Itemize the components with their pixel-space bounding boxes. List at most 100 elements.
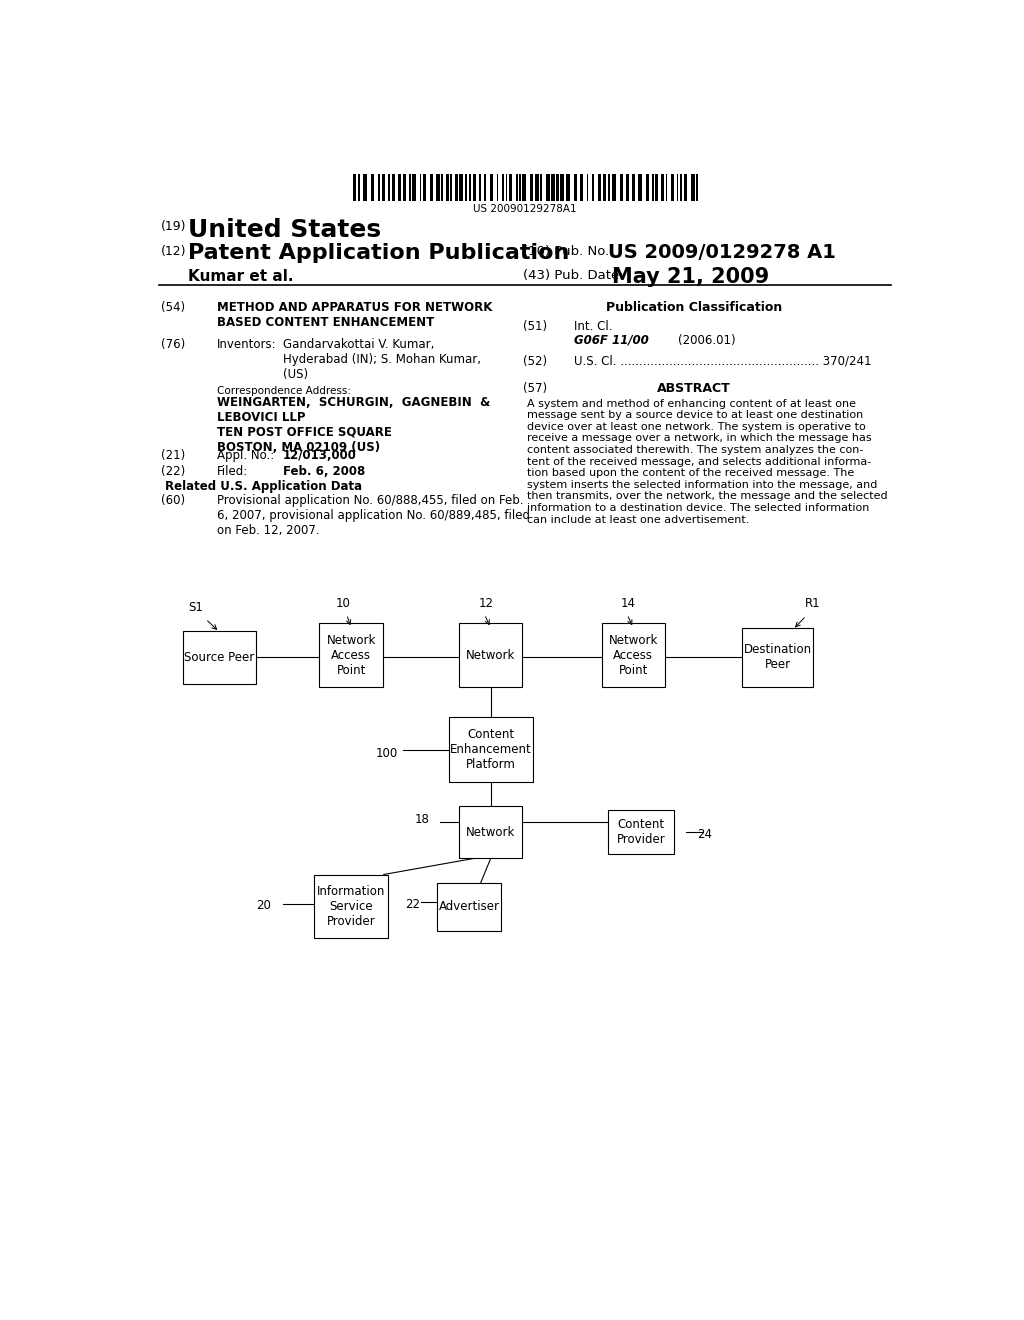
Bar bbox=[633, 174, 635, 201]
Bar bbox=[469, 174, 471, 201]
Bar bbox=[358, 174, 360, 201]
Text: Appl. No.:: Appl. No.: bbox=[217, 449, 274, 462]
Bar bbox=[410, 174, 411, 201]
Bar bbox=[603, 174, 605, 201]
Text: 12/013,000: 12/013,000 bbox=[283, 449, 357, 462]
Bar bbox=[519, 174, 521, 201]
Text: Correspondence Address:: Correspondence Address: bbox=[217, 385, 351, 396]
Bar bbox=[601, 623, 665, 686]
Bar bbox=[587, 174, 589, 201]
Text: Network: Network bbox=[466, 825, 515, 838]
Bar bbox=[430, 174, 433, 201]
Bar bbox=[612, 174, 616, 201]
Text: G06F 11/00: G06F 11/00 bbox=[573, 334, 648, 347]
Text: (12): (12) bbox=[161, 244, 186, 257]
Text: A system and method of enhancing content of at least one
message sent by a sourc: A system and method of enhancing content… bbox=[527, 399, 888, 524]
Text: Patent Application Publication: Patent Application Publication bbox=[188, 243, 569, 263]
Bar bbox=[580, 174, 584, 201]
Text: METHOD AND APPARATUS FOR NETWORK
BASED CONTENT ENHANCEMENT: METHOD AND APPARATUS FOR NETWORK BASED C… bbox=[217, 301, 493, 329]
Text: (76): (76) bbox=[161, 338, 184, 351]
Text: Kumar et al.: Kumar et al. bbox=[188, 268, 294, 284]
Text: U.S. Cl. ..................................................... 370/241: U.S. Cl. ...............................… bbox=[573, 355, 871, 368]
Bar bbox=[506, 174, 508, 201]
Bar bbox=[451, 174, 452, 201]
Bar bbox=[473, 174, 476, 201]
Text: 20: 20 bbox=[256, 899, 270, 912]
Bar bbox=[388, 174, 390, 201]
Bar bbox=[646, 174, 649, 201]
Bar bbox=[608, 174, 610, 201]
Bar bbox=[522, 174, 526, 201]
Bar bbox=[437, 883, 501, 931]
Text: WEINGARTEN,  SCHURGIN,  GAGNEBIN  &
LEBOVICI LLP
TEN POST OFFICE SQUARE
BOSTON, : WEINGARTEN, SCHURGIN, GAGNEBIN & LEBOVIC… bbox=[217, 396, 490, 454]
Bar bbox=[671, 174, 674, 201]
Text: Inventors:: Inventors: bbox=[217, 338, 276, 351]
Text: May 21, 2009: May 21, 2009 bbox=[612, 267, 770, 286]
Bar bbox=[516, 174, 518, 201]
Bar bbox=[684, 174, 687, 201]
Bar bbox=[483, 174, 485, 201]
Text: Source Peer: Source Peer bbox=[184, 651, 255, 664]
Text: (19): (19) bbox=[161, 220, 186, 234]
Bar bbox=[620, 174, 623, 201]
Bar bbox=[459, 623, 522, 686]
Bar bbox=[456, 174, 458, 201]
Text: 18: 18 bbox=[415, 813, 430, 826]
Bar bbox=[182, 631, 256, 684]
Bar bbox=[489, 174, 494, 201]
Bar bbox=[436, 174, 439, 201]
Bar bbox=[691, 174, 695, 201]
Text: Content
Enhancement
Platform: Content Enhancement Platform bbox=[450, 729, 531, 771]
Bar bbox=[535, 174, 539, 201]
Bar bbox=[696, 174, 697, 201]
Text: (54): (54) bbox=[161, 301, 184, 314]
Text: Filed:: Filed: bbox=[217, 465, 249, 478]
Bar bbox=[560, 174, 564, 201]
Bar bbox=[420, 174, 421, 201]
Text: Provisional application No. 60/888,455, filed on Feb.
6, 2007, provisional appli: Provisional application No. 60/888,455, … bbox=[217, 494, 530, 537]
Bar bbox=[509, 174, 512, 201]
Bar bbox=[592, 174, 594, 201]
Text: (60): (60) bbox=[161, 494, 184, 507]
Text: Content
Provider: Content Provider bbox=[616, 818, 666, 846]
Bar bbox=[479, 174, 480, 201]
Bar bbox=[652, 174, 654, 201]
Bar bbox=[465, 174, 467, 201]
Bar bbox=[413, 174, 416, 201]
Bar bbox=[398, 174, 401, 201]
Bar bbox=[666, 174, 668, 201]
Text: Information
Service
Provider: Information Service Provider bbox=[317, 886, 385, 928]
Text: 14: 14 bbox=[621, 597, 636, 610]
Text: 100: 100 bbox=[376, 747, 398, 760]
Text: 10: 10 bbox=[336, 597, 350, 610]
Text: (21): (21) bbox=[161, 449, 184, 462]
Text: (52): (52) bbox=[523, 355, 548, 368]
Text: S1: S1 bbox=[188, 601, 204, 614]
Text: Network
Access
Point: Network Access Point bbox=[608, 634, 658, 677]
Bar bbox=[546, 174, 550, 201]
Bar bbox=[662, 174, 664, 201]
Bar bbox=[392, 174, 395, 201]
Text: United States: United States bbox=[188, 218, 382, 243]
Bar bbox=[551, 174, 555, 201]
Text: ABSTRACT: ABSTRACT bbox=[656, 381, 731, 395]
Text: US 20090129278A1: US 20090129278A1 bbox=[473, 203, 577, 214]
Text: Gandarvakottai V. Kumar,
Hyderabad (IN); S. Mohan Kumar,
(US): Gandarvakottai V. Kumar, Hyderabad (IN);… bbox=[283, 338, 481, 380]
Bar bbox=[573, 174, 578, 201]
Bar bbox=[378, 174, 380, 201]
Bar bbox=[638, 174, 642, 201]
Bar bbox=[459, 174, 463, 201]
Bar bbox=[382, 174, 385, 201]
Text: Int. Cl.: Int. Cl. bbox=[573, 321, 612, 333]
Text: (10) Pub. No.:: (10) Pub. No.: bbox=[523, 244, 613, 257]
Bar bbox=[497, 174, 499, 201]
Bar bbox=[598, 174, 601, 201]
Text: 12: 12 bbox=[479, 597, 494, 610]
Text: Network
Access
Point: Network Access Point bbox=[327, 634, 376, 677]
Bar bbox=[446, 174, 449, 201]
Text: Network: Network bbox=[466, 648, 515, 661]
Text: Publication Classification: Publication Classification bbox=[605, 301, 782, 314]
Text: (2006.01): (2006.01) bbox=[678, 334, 736, 347]
Bar bbox=[449, 717, 532, 783]
Bar bbox=[608, 810, 674, 854]
